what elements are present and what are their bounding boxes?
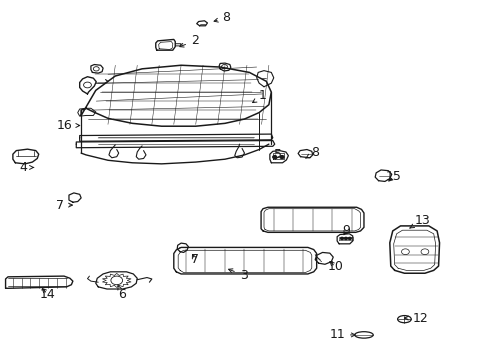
Text: 11: 11 xyxy=(328,328,354,341)
Circle shape xyxy=(280,156,284,158)
Text: 4: 4 xyxy=(20,161,34,174)
Text: 10: 10 xyxy=(327,260,343,273)
Text: 6: 6 xyxy=(118,285,125,301)
Circle shape xyxy=(347,237,350,239)
Text: 8: 8 xyxy=(305,146,318,159)
Text: 9: 9 xyxy=(341,224,349,238)
Text: 14: 14 xyxy=(40,288,55,301)
Text: 13: 13 xyxy=(409,214,430,228)
Circle shape xyxy=(344,237,346,239)
Text: 7: 7 xyxy=(190,253,199,266)
Text: 1: 1 xyxy=(252,89,266,103)
Text: 15: 15 xyxy=(385,170,401,183)
Text: 5: 5 xyxy=(273,148,281,161)
Text: 8: 8 xyxy=(214,12,230,24)
Text: 7: 7 xyxy=(56,199,72,212)
Text: 3: 3 xyxy=(228,269,247,282)
Circle shape xyxy=(272,156,276,158)
Circle shape xyxy=(340,237,343,239)
Text: 16: 16 xyxy=(57,119,80,132)
Text: 2: 2 xyxy=(180,34,198,48)
Text: 12: 12 xyxy=(404,311,427,325)
